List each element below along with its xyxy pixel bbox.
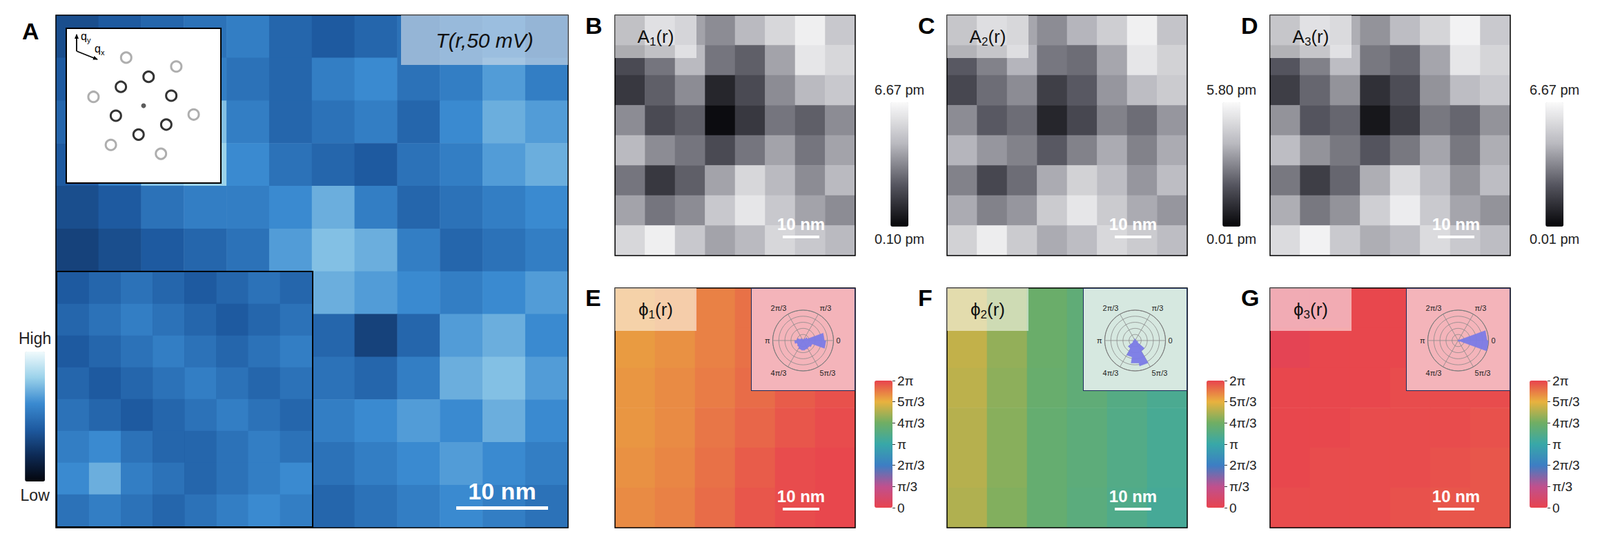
svg-text:5π/3: 5π/3 bbox=[897, 394, 925, 409]
svg-text:3: 3 bbox=[1304, 35, 1311, 49]
svg-text:10 nm: 10 nm bbox=[1109, 486, 1157, 506]
svg-text:(r): (r) bbox=[1310, 26, 1329, 47]
svg-text:0: 0 bbox=[836, 336, 841, 345]
svg-text:0.01 pm: 0.01 pm bbox=[1529, 231, 1580, 247]
svg-text:(r): (r) bbox=[987, 298, 1006, 320]
svg-text:2π: 2π bbox=[897, 373, 914, 388]
svg-text:0: 0 bbox=[1552, 500, 1560, 515]
svg-text:π/3: π/3 bbox=[1152, 303, 1164, 312]
svg-text:4π/3: 4π/3 bbox=[1103, 368, 1119, 377]
svg-text:2π/3: 2π/3 bbox=[1229, 457, 1257, 473]
svg-text:π: π bbox=[1096, 336, 1103, 345]
svg-text:(r): (r) bbox=[1310, 298, 1329, 320]
svg-text:π/3: π/3 bbox=[1229, 479, 1250, 494]
svg-text:6.67 pm: 6.67 pm bbox=[874, 82, 925, 98]
svg-text:4π/3: 4π/3 bbox=[771, 368, 787, 377]
svg-text:(r): (r) bbox=[655, 26, 674, 47]
svg-text:0: 0 bbox=[897, 500, 905, 515]
svg-text:π: π bbox=[1552, 436, 1562, 452]
svg-text:T(r,50 mV): T(r,50 mV) bbox=[435, 28, 534, 52]
svg-text:π/3: π/3 bbox=[897, 479, 918, 494]
svg-text:π: π bbox=[764, 336, 771, 345]
svg-text:π: π bbox=[897, 436, 907, 452]
svg-text:4π/3: 4π/3 bbox=[1552, 415, 1580, 431]
svg-text:2π/3: 2π/3 bbox=[771, 303, 787, 312]
svg-text:2π/3: 2π/3 bbox=[1426, 303, 1442, 312]
svg-text:2: 2 bbox=[980, 307, 988, 321]
svg-text:High: High bbox=[18, 329, 52, 348]
svg-text:2π/3: 2π/3 bbox=[897, 457, 925, 473]
svg-text:π/3: π/3 bbox=[1552, 479, 1573, 494]
svg-text:0: 0 bbox=[1168, 336, 1173, 345]
svg-text:5π/3: 5π/3 bbox=[1152, 368, 1168, 377]
svg-text:0: 0 bbox=[1491, 336, 1496, 345]
svg-text:5π/3: 5π/3 bbox=[820, 368, 836, 377]
svg-text:ϕ: ϕ bbox=[970, 298, 981, 320]
svg-text:qx: qx bbox=[94, 42, 105, 57]
svg-text:6.67 pm: 6.67 pm bbox=[1529, 82, 1580, 98]
svg-text:10 nm: 10 nm bbox=[1432, 486, 1480, 506]
svg-text:1: 1 bbox=[649, 35, 656, 49]
svg-text:10 nm: 10 nm bbox=[1109, 214, 1157, 234]
svg-text:ϕ: ϕ bbox=[638, 298, 649, 320]
svg-text:C: C bbox=[918, 12, 936, 39]
svg-text:Low: Low bbox=[20, 485, 51, 504]
svg-text:5π/3: 5π/3 bbox=[1229, 394, 1257, 409]
svg-text:2π: 2π bbox=[1552, 373, 1569, 388]
svg-text:10 nm: 10 nm bbox=[467, 477, 536, 504]
svg-text:qy: qy bbox=[80, 30, 92, 45]
svg-text:F: F bbox=[918, 284, 933, 311]
svg-text:(r): (r) bbox=[655, 298, 673, 320]
svg-text:0: 0 bbox=[1229, 500, 1237, 515]
svg-text:A: A bbox=[1292, 26, 1306, 47]
svg-text:A: A bbox=[969, 26, 983, 47]
svg-text:10 nm: 10 nm bbox=[777, 214, 825, 234]
svg-text:ϕ: ϕ bbox=[1293, 298, 1304, 320]
svg-text:2π: 2π bbox=[1229, 373, 1246, 388]
svg-text:2π/3: 2π/3 bbox=[1103, 303, 1119, 312]
svg-text:0.01 pm: 0.01 pm bbox=[1206, 231, 1257, 247]
svg-text:G: G bbox=[1241, 284, 1260, 311]
svg-text:4π/3: 4π/3 bbox=[1229, 415, 1257, 431]
svg-text:5π/3: 5π/3 bbox=[1475, 368, 1491, 377]
svg-text:(r): (r) bbox=[987, 26, 1006, 47]
svg-text:π/3: π/3 bbox=[1475, 303, 1487, 312]
svg-text:1: 1 bbox=[648, 307, 656, 321]
svg-text:B: B bbox=[585, 12, 603, 39]
svg-text:D: D bbox=[1241, 12, 1259, 39]
svg-text:4π/3: 4π/3 bbox=[1426, 368, 1442, 377]
svg-text:4π/3: 4π/3 bbox=[897, 415, 925, 431]
svg-text:2: 2 bbox=[981, 35, 988, 49]
svg-text:0.10 pm: 0.10 pm bbox=[874, 231, 925, 247]
svg-text:10 nm: 10 nm bbox=[1432, 214, 1480, 234]
svg-text:3: 3 bbox=[1303, 307, 1311, 321]
svg-text:A: A bbox=[637, 26, 651, 47]
svg-text:π: π bbox=[1419, 336, 1426, 345]
svg-text:5.80 pm: 5.80 pm bbox=[1206, 82, 1257, 98]
svg-text:π: π bbox=[1229, 436, 1239, 452]
svg-text:2π/3: 2π/3 bbox=[1552, 457, 1580, 473]
svg-text:π/3: π/3 bbox=[820, 303, 832, 312]
svg-text:A: A bbox=[22, 17, 40, 45]
svg-text:5π/3: 5π/3 bbox=[1552, 394, 1580, 409]
svg-text:E: E bbox=[585, 284, 602, 311]
svg-text:10 nm: 10 nm bbox=[777, 486, 825, 506]
